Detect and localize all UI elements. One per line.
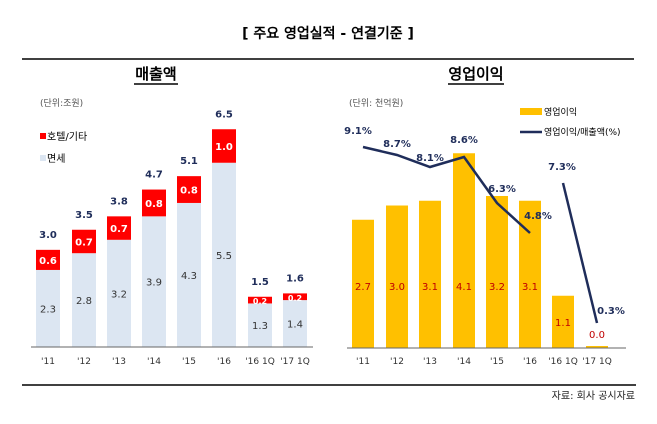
value-label-hotel: 0.2	[253, 297, 267, 306]
value-label-hotel: 0.6	[39, 256, 57, 267]
legend-label-dutyfree: 면세	[47, 153, 65, 165]
margin-label: 4.8%	[524, 211, 552, 222]
bar-dutyfree	[72, 253, 96, 347]
value-label-dutyfree: 2.3	[40, 304, 56, 315]
value-label-dutyfree: 4.3	[181, 271, 197, 282]
value-label-op: 3.2	[489, 282, 505, 293]
bar-op-profit	[552, 295, 574, 348]
value-label-dutyfree: 1.3	[252, 321, 268, 332]
total-label: 1.6	[286, 273, 304, 284]
x-tick-label: '14	[147, 357, 161, 367]
x-tick-label: '17 1Q	[280, 357, 310, 367]
bar-hotel	[72, 229, 96, 254]
x-tick-label: '11	[41, 357, 55, 367]
legend-label-margin: 영업이익/매출액(%)	[544, 126, 621, 138]
bar-hotel	[177, 176, 201, 203]
value-label-op: 3.1	[422, 282, 438, 293]
total-label: 5.1	[180, 156, 198, 167]
legend-swatch-op	[520, 108, 542, 115]
margin-label: 8.1%	[416, 153, 444, 164]
value-label-hotel: 0.2	[288, 294, 302, 303]
value-label-op: 2.7	[355, 282, 371, 293]
value-label-dutyfree: 3.2	[111, 289, 127, 300]
bar-dutyfree	[142, 216, 166, 347]
bar-dutyfree	[177, 202, 201, 347]
total-label: 3.8	[110, 196, 128, 207]
x-tick-label: '15	[182, 357, 196, 367]
sales-chart: 매출액 (단위:조원) 호텔/기타 면세 2.3 0.6 3.0 '11 2.8 0.7 3…	[31, 65, 313, 367]
value-label-dutyfree: 2.8	[76, 296, 92, 307]
x-tick-label: '14	[457, 357, 471, 367]
bar-dutyfree	[248, 303, 272, 347]
value-label-hotel: 1.0	[215, 142, 233, 153]
page-title: [ 주요 영업실적 - 연결기준 ]	[242, 25, 414, 42]
value-label-op: 3.1	[522, 282, 538, 293]
x-tick-label: '12	[390, 357, 404, 367]
total-label: 1.5	[251, 277, 269, 288]
bar-op-profit	[586, 346, 608, 348]
op-profit-chart: 영업이익 (단위: 천억원) 영업이익 영업이익/매출액(%) 2.7 '11 3.…	[344, 65, 626, 367]
legend-label-hotel: 호텔/기타	[47, 131, 87, 143]
x-tick-label: '16	[217, 357, 231, 367]
x-tick-label: '12	[77, 357, 91, 367]
total-label: 6.5	[215, 109, 233, 120]
bar-hotel	[36, 249, 60, 270]
bar-hotel	[212, 129, 236, 163]
margin-label: 0.3%	[597, 306, 625, 317]
bar-op-profit	[486, 196, 508, 348]
bar-op-profit	[453, 153, 475, 348]
margin-line-segment	[362, 145, 531, 234]
bar-op-profit	[519, 200, 541, 348]
value-label-hotel: 0.7	[75, 237, 93, 248]
value-label-hotel: 0.7	[110, 224, 128, 235]
value-label-dutyfree: 1.4	[287, 320, 303, 331]
total-label: 3.0	[39, 230, 57, 241]
x-tick-label: '11	[356, 357, 370, 367]
bar-dutyfree	[36, 269, 60, 347]
sales-chart-title: 매출액	[135, 65, 176, 83]
total-label: 3.5	[75, 210, 93, 221]
x-tick-label: '15	[490, 357, 504, 367]
source-note: 자료: 회사 공시자료	[552, 390, 635, 402]
margin-label: 6.3%	[488, 184, 516, 195]
legend-label-op: 영업이익	[544, 106, 577, 118]
x-tick-label: '16 1Q	[548, 357, 578, 367]
bar-op-profit	[386, 205, 408, 348]
bar-dutyfree	[283, 300, 307, 347]
margin-label: 8.7%	[383, 139, 411, 150]
bar-op-profit	[352, 219, 374, 348]
legend-swatch-hotel	[40, 133, 46, 139]
margin-label: 8.6%	[450, 135, 478, 146]
value-label-op: 3.0	[389, 282, 405, 293]
margin-label: 7.3%	[548, 162, 576, 173]
x-tick-label: '16 1Q	[245, 357, 275, 367]
value-label-op: 4.1	[456, 282, 472, 293]
value-label-dutyfree: 3.9	[146, 278, 162, 289]
margin-line-segment	[561, 182, 599, 324]
margin-label: 9.1%	[344, 126, 372, 137]
total-label: 4.7	[145, 170, 163, 181]
bar-dutyfree	[107, 239, 131, 347]
value-label-dutyfree: 5.5	[216, 251, 232, 262]
x-tick-label: '16	[523, 357, 537, 367]
bar-hotel	[107, 216, 131, 240]
value-label-op: 0.0	[589, 330, 605, 341]
bar-hotel	[283, 293, 307, 301]
x-tick-label: '13	[112, 357, 126, 367]
bar-dutyfree	[212, 162, 236, 347]
value-label-hotel: 0.8	[145, 199, 163, 210]
value-label-hotel: 0.8	[180, 186, 198, 197]
x-tick-label: '13	[423, 357, 437, 367]
value-label-op: 1.1	[555, 318, 571, 329]
op-unit-label: (단위: 천억원)	[349, 97, 403, 109]
bar-op-profit	[419, 200, 441, 348]
bar-hotel	[142, 189, 166, 217]
bar-hotel	[248, 296, 272, 304]
legend-swatch-dutyfree	[40, 155, 46, 161]
x-tick-label: '17 1Q	[582, 357, 612, 367]
op-chart-title: 영업이익	[448, 65, 503, 83]
sales-unit-label: (단위:조원)	[40, 98, 83, 109]
